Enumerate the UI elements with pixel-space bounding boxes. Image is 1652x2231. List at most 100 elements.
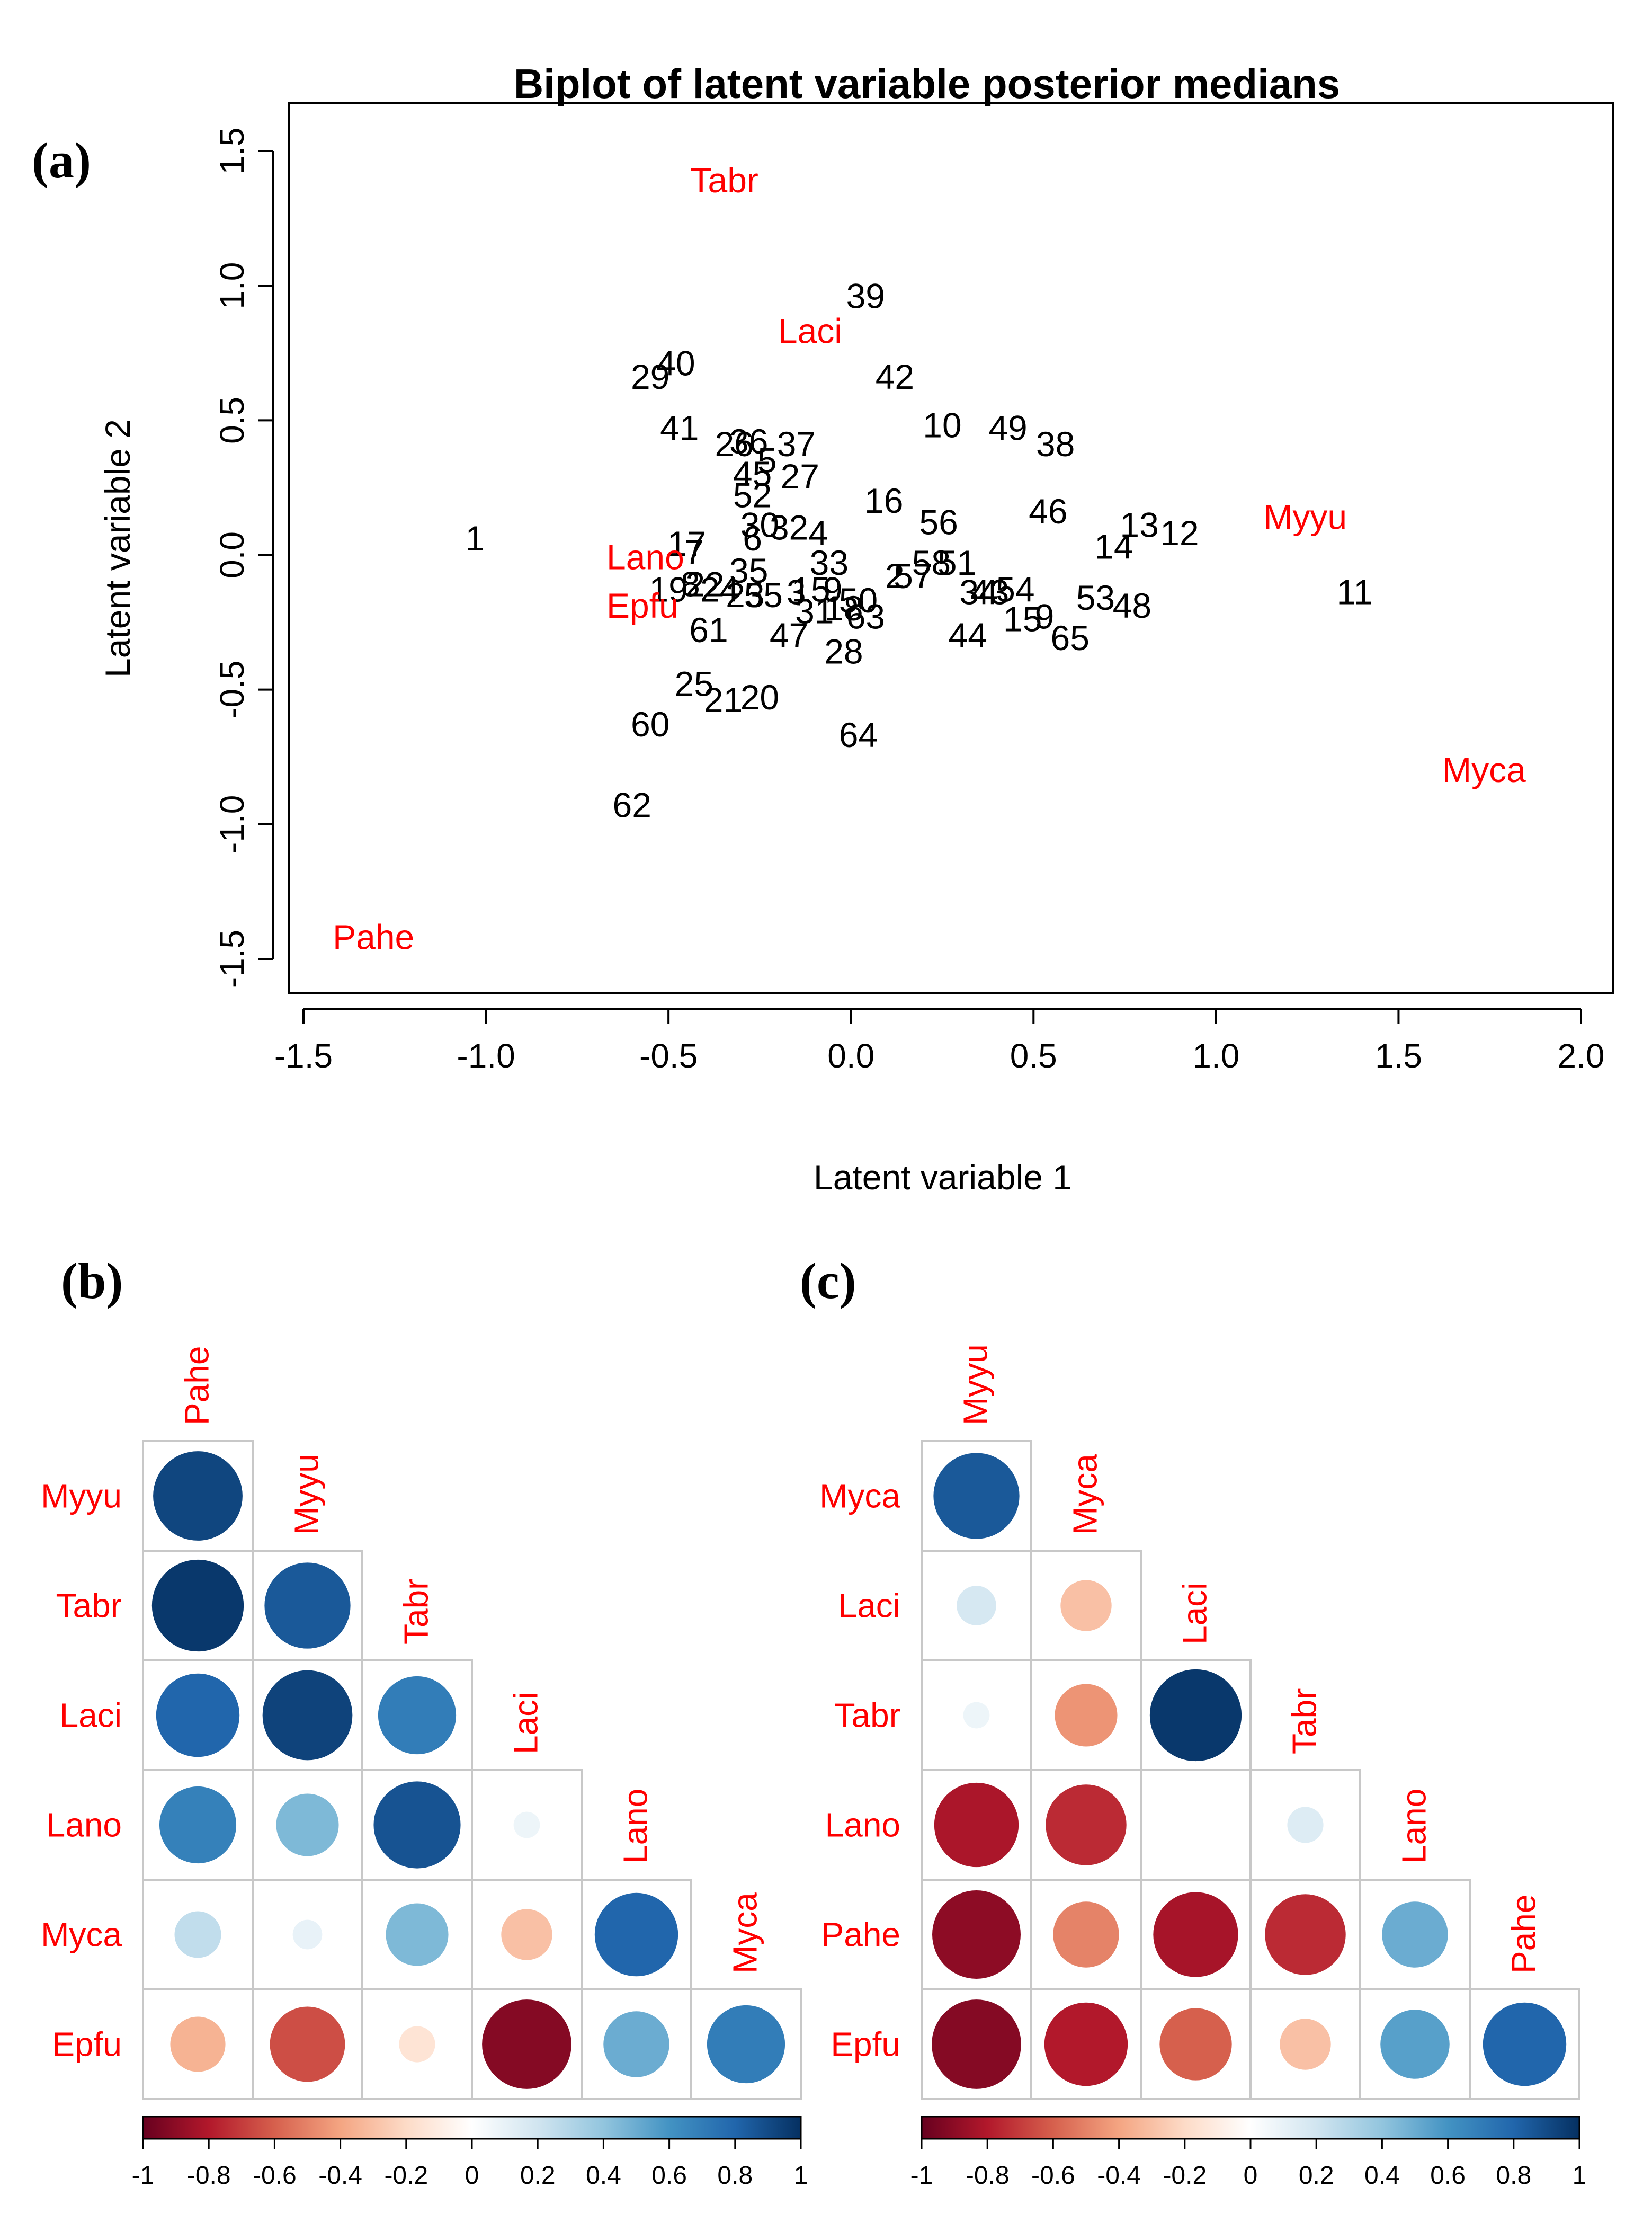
x-axis-label: Latent variable 1 — [814, 1158, 1072, 1197]
site-point-label: 25 — [675, 664, 713, 704]
colorbar-tick-label: 0.6 — [651, 2162, 687, 2190]
site-point-label: 51 — [937, 543, 976, 582]
site-point-label: 44 — [949, 616, 987, 655]
correlation-circle — [1055, 1684, 1118, 1747]
site-point-label: 62 — [613, 785, 651, 824]
x-tick-label: 0.0 — [827, 1037, 874, 1075]
column-label: Laci — [507, 1692, 545, 1754]
site-point-label: 6 — [743, 519, 762, 558]
chart-title: Biplot of latent variable posterior medi… — [514, 60, 1340, 107]
correlation-circle — [933, 1453, 1020, 1539]
site-point-label: 24 — [700, 570, 739, 609]
site-point-label: 60 — [631, 705, 669, 744]
correlation-circle — [1044, 2002, 1128, 2086]
correlation-circle — [264, 1562, 351, 1649]
site-point-label: 30 — [740, 505, 779, 545]
site-point-label: 4 — [808, 513, 828, 553]
y-tick-label: 1.0 — [213, 262, 251, 309]
site-point-label: 12 — [1160, 513, 1199, 553]
site-point-label: 32 — [770, 508, 808, 547]
site-point-label: 36 — [729, 422, 768, 461]
column-label: Myca — [726, 1892, 764, 1974]
colorbar-tick-label: 0.4 — [586, 2162, 621, 2190]
colorbar — [142, 2116, 802, 2140]
correlation-circle — [932, 1999, 1021, 2089]
colorbar-tick-label: 0.2 — [520, 2162, 556, 2190]
site-point-label: 40 — [656, 344, 695, 383]
colorbar-tick-label: 0.6 — [1430, 2162, 1466, 2190]
site-point-label: 37 — [777, 424, 816, 464]
correlation-circle — [1159, 2008, 1232, 2081]
correlation-circle — [1046, 1784, 1127, 1865]
site-point-label: 17 — [667, 524, 706, 563]
colorbar-tick-label: -1 — [910, 2162, 933, 2190]
y-axis: -1.5 -1.0 -0.5 0.0 0.5 1.0 1.5 — [213, 128, 274, 988]
correlation-circle — [262, 1670, 353, 1761]
site-point-label: 15 — [1003, 600, 1042, 639]
site-point-label: 61 — [689, 610, 728, 650]
colorbar-tick-label: 0 — [465, 2162, 479, 2190]
correlation-matrix-b: Myyu Tabr Laci Lano Myca Epfu Pahe Myyu Tabr Laci… — [41, 1346, 808, 2190]
column-label: Pahe — [1505, 1895, 1543, 1974]
column-label: Myyu — [288, 1454, 326, 1535]
y-tick-label: -1.5 — [213, 930, 251, 988]
species-label-pahe: Pahe — [333, 917, 414, 956]
correlation-circle — [276, 1793, 339, 1856]
site-point-label: 50 — [839, 581, 878, 620]
colorbar-tick-label: 0.4 — [1364, 2162, 1400, 2190]
correlation-circle — [1153, 1892, 1238, 1977]
species-label-lano: Lano — [606, 538, 684, 577]
site-point-label: 22 — [685, 564, 724, 603]
species-label-epfu: Epfu — [606, 586, 678, 625]
site-point-label: 64 — [839, 715, 878, 754]
row-label: Epfu — [831, 2025, 900, 2064]
row-label: Tabr — [56, 1587, 122, 1625]
site-point-label: 13 — [1120, 505, 1158, 545]
colorbar-tick-label: 1 — [1573, 2162, 1587, 2190]
y-axis-label: Latent variable 2 — [98, 419, 137, 678]
row-label: Myca — [819, 1477, 900, 1515]
colorbar-tick-label: -0.6 — [1031, 2162, 1075, 2190]
correlation-circle — [1382, 1901, 1448, 1968]
correlation-circle — [1149, 1669, 1242, 1762]
column-label: Myca — [1066, 1454, 1104, 1535]
correlation-circle — [153, 1451, 243, 1541]
colorbar-tick-label: -0.4 — [1097, 2162, 1141, 2190]
column-label: Laci — [1176, 1583, 1214, 1645]
panel-label-c: (c) — [800, 1252, 856, 1309]
matrix-cell — [1469, 1988, 1580, 2100]
correlation-circle — [934, 1782, 1019, 1868]
colorbar-tick-label: -1 — [132, 2162, 155, 2190]
species-label-myca: Myca — [1442, 750, 1526, 789]
site-point-label: 11 — [1336, 573, 1373, 612]
colorbar-tick-label: -0.4 — [318, 2162, 362, 2190]
site-point-label: 8 — [681, 564, 700, 603]
site-point-label: 16 — [864, 481, 903, 520]
colorbar-tick-label: -0.6 — [253, 2162, 297, 2190]
correlation-circle — [1053, 1901, 1119, 1968]
site-point-label: 42 — [876, 357, 914, 396]
site-point-label: 47 — [770, 616, 808, 655]
site-point-label: 18 — [824, 589, 863, 628]
site-point-label: 35 — [729, 551, 768, 590]
site-point-label: 46 — [1029, 492, 1067, 531]
site-point-label: 41 — [660, 408, 699, 448]
site-point-label: 56 — [919, 503, 958, 542]
row-label: Epfu — [52, 2025, 122, 2064]
correlation-matrix-c: Myca Laci Tabr Lano Pahe Epfu Myyu Myca Laci Tabr… — [819, 1344, 1586, 2190]
x-tick-label: 2.0 — [1558, 1037, 1605, 1075]
colorbar-tick-label: 0.2 — [1299, 2162, 1334, 2190]
matrix-cell — [1140, 1769, 1252, 1881]
correlation-circle — [957, 1586, 996, 1625]
correlation-circle — [270, 2006, 345, 2082]
site-point-label: 49 — [988, 408, 1027, 448]
row-label: Laci — [60, 1696, 122, 1735]
correlation-circle — [170, 2016, 226, 2072]
site-point-label: 43 — [970, 573, 1009, 612]
x-tick-label: -1.5 — [274, 1037, 333, 1075]
site-point-label: 2 — [885, 556, 905, 595]
site-point-label: 55 — [744, 575, 783, 615]
site-point-label: 9 — [823, 570, 843, 609]
colorbar-tick-label: -0.8 — [966, 2162, 1010, 2190]
